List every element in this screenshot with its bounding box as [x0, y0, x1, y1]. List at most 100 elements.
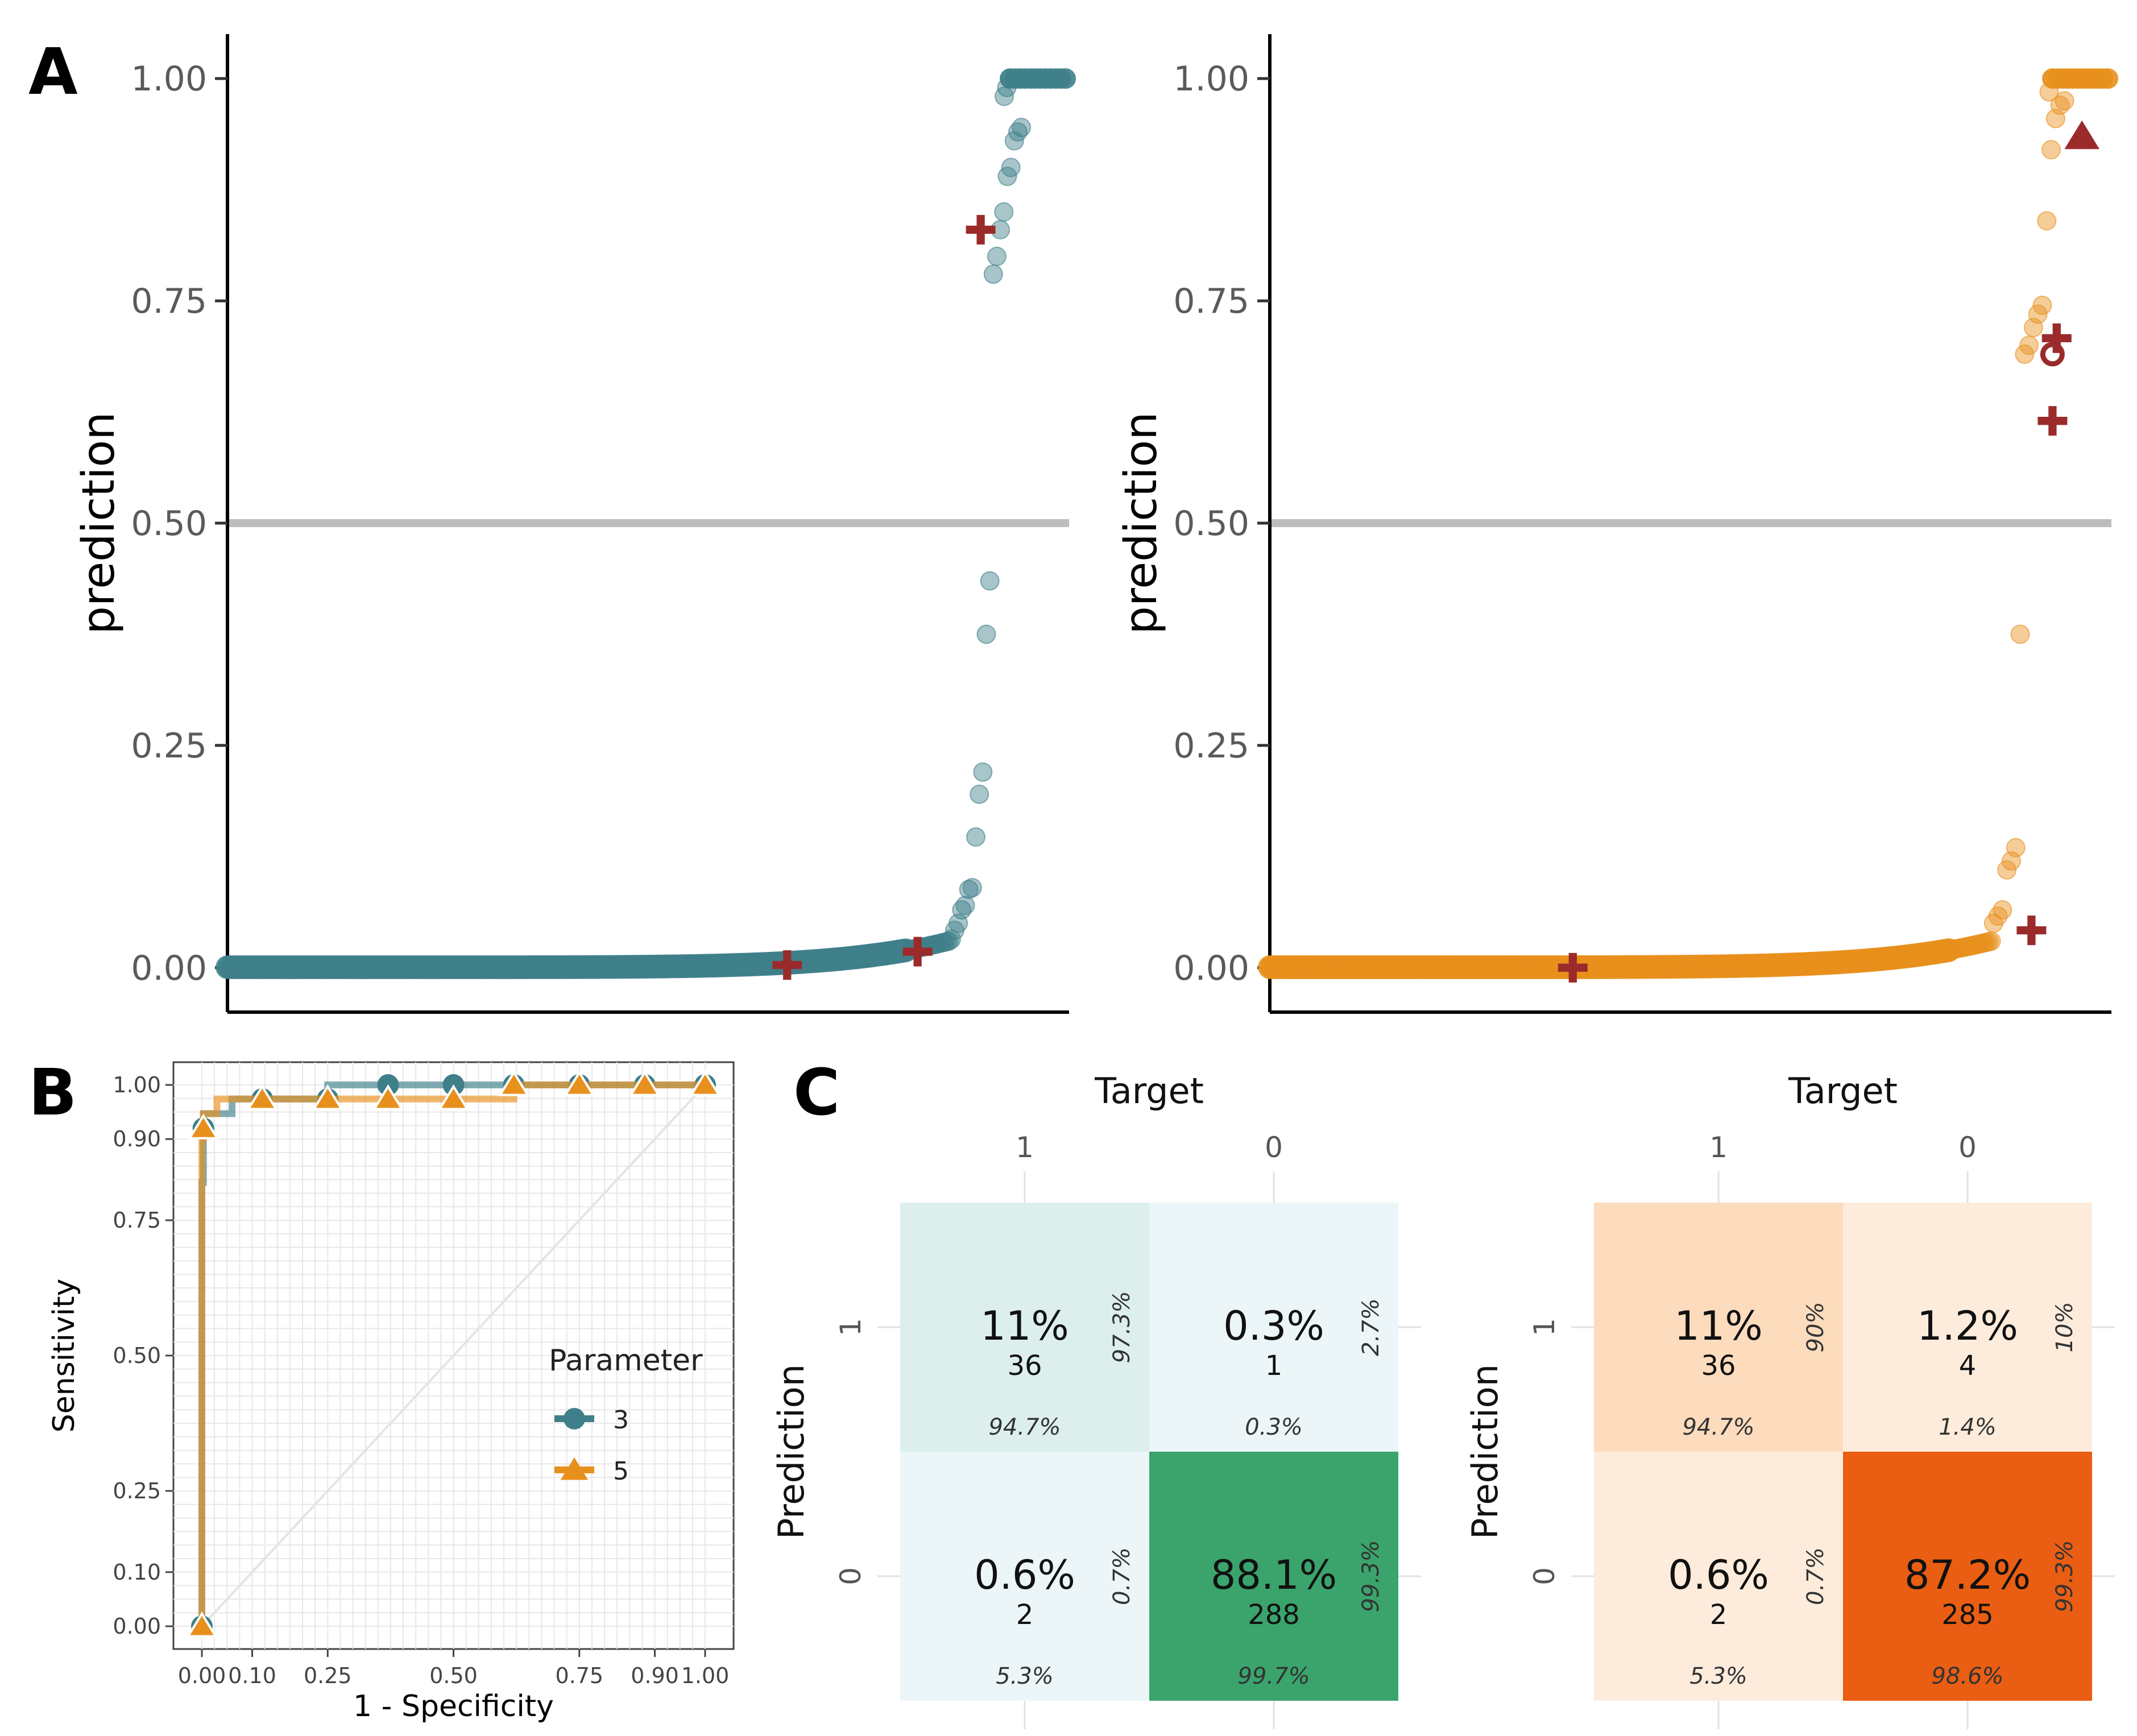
y-tick-label: 0.75 [113, 1208, 161, 1233]
y-tick-label: 0.00 [113, 1614, 161, 1639]
cm-cell [1843, 1452, 2092, 1701]
row-label: 1 [1528, 1318, 1561, 1336]
cm-cell [1843, 1203, 2092, 1452]
roc-point-5 [437, 1084, 470, 1111]
y-tick-label: 0.25 [113, 1478, 161, 1503]
prediction-point [1981, 931, 2001, 951]
roc-plot: 0.00 0.10 0.25 0.50 0.75 0.90 1.000.000.100.25… [47, 1061, 735, 1723]
roc-point-5 [186, 1611, 218, 1638]
cell-col-percent: 5.3% [996, 1663, 1054, 1689]
row-label: 1 [834, 1318, 867, 1336]
cm-cell [1594, 1452, 1843, 1701]
x-tick-label: 0.10 [228, 1663, 276, 1688]
col-title: Target [1788, 1070, 1898, 1112]
roc-diagonal [201, 1084, 706, 1627]
prediction-point [2015, 344, 2035, 364]
prediction-point [973, 762, 993, 782]
y-axis-title: prediction [73, 412, 125, 634]
cell-count: 2 [1710, 1599, 1728, 1631]
y-tick-label: 1.00 [1173, 59, 1249, 99]
prediction-point [2006, 838, 2026, 857]
cm-cell [1149, 1452, 1398, 1701]
marker-plus [1558, 952, 1588, 983]
prediction-point [966, 827, 985, 847]
y-tick-label: 0.00 [1173, 948, 1249, 988]
prediction-point [1001, 158, 1021, 177]
cell-row-percent: 99.3% [1358, 1540, 1384, 1612]
roc-point-5 [629, 1070, 661, 1096]
roc-point-5 [312, 1084, 344, 1111]
cell-row-percent: 97.3% [1109, 1291, 1135, 1363]
cell-row-percent: 99.3% [2052, 1540, 2078, 1612]
cell-percent: 0.3% [1223, 1303, 1324, 1349]
x-tick-label: 0.50 [429, 1663, 478, 1688]
cell-col-percent: 94.7% [988, 1414, 1061, 1440]
y-tick-label: 0.10 [113, 1560, 161, 1585]
y-tick-label: 0.00 [131, 948, 207, 988]
cell-percent: 11% [1674, 1303, 1763, 1349]
col-label: 0 [1958, 1131, 1977, 1164]
legend-label-5: 5 [613, 1457, 629, 1486]
cell-percent: 87.2% [1904, 1552, 2031, 1598]
y-tick-label: 0.50 [113, 1343, 161, 1368]
prediction-point [987, 246, 1007, 266]
legend-label-3: 3 [613, 1406, 629, 1435]
y-tick-label: 0.75 [131, 281, 207, 321]
x-tick-label: 0.75 [555, 1663, 603, 1688]
cm-cell [1594, 1203, 1843, 1452]
cell-percent: 1.2% [1917, 1303, 2018, 1349]
legend-key-marker [564, 1408, 585, 1430]
roc-point-5 [689, 1070, 721, 1096]
cell-count: 4 [1959, 1350, 1977, 1382]
cell-row-percent: 10% [2052, 1302, 2078, 1353]
cell-row-percent: 90% [1803, 1302, 1829, 1353]
prediction-plot-A-right: 0.00 0.25 0.50 0.75 1.00 prediction [1116, 34, 2119, 1014]
cm-cell [900, 1452, 1149, 1701]
confusion-matrix-C-right: Target 1 0 Prediction 1 0 11%36 94.7% 90% 1.2%4 1.… [1464, 1070, 2115, 1729]
x-tick-label: 1.00 [681, 1663, 730, 1688]
cell-row-percent: 0.7% [1803, 1547, 1829, 1605]
marker-plus [966, 215, 996, 245]
cm-cell [1149, 1203, 1398, 1452]
prediction-point [2028, 304, 2048, 324]
marker-plus [772, 950, 802, 980]
col-label: 0 [1265, 1131, 1283, 1164]
y-tick-label: 1.00 [131, 59, 207, 99]
prediction-point [983, 264, 1003, 284]
prediction-point [1993, 900, 2012, 920]
y-tick-label: 0.25 [131, 726, 207, 766]
roc-point-5 [498, 1070, 530, 1096]
y-tick-label: 0.25 [1173, 726, 1249, 766]
row-title: Prediction [1464, 1364, 1506, 1539]
cell-count: 36 [1007, 1350, 1042, 1382]
prediction-point [1055, 68, 1076, 89]
panel-label-c: C [793, 1056, 840, 1130]
row-label: 0 [834, 1567, 867, 1585]
roc-point-5 [372, 1084, 404, 1111]
plots-layer: 0.000.250.500.751.00prediction0.000.250.… [47, 34, 2119, 1729]
cell-col-percent: 94.7% [1682, 1414, 1754, 1440]
cell-count: 285 [1941, 1599, 1994, 1631]
y-axis-title: prediction [1116, 412, 1167, 634]
y-tick-label: 0.75 [1173, 281, 1249, 321]
cell-row-percent: 0.7% [1109, 1547, 1135, 1605]
prediction-point [959, 880, 979, 900]
marker-circle [2040, 342, 2065, 367]
marker-plus [902, 937, 933, 967]
cell-count: 288 [1248, 1599, 1300, 1631]
panel-label-a: A [28, 35, 78, 109]
cell-col-percent: 0.3% [1245, 1414, 1303, 1440]
cell-count: 2 [1016, 1599, 1034, 1631]
prediction-plot-A-left: 0.00 0.25 0.50 0.75 1.00 prediction [73, 34, 1076, 1014]
col-label: 1 [1709, 1131, 1728, 1164]
x-tick-label: 0.90 [631, 1663, 679, 1688]
y-tick-label: 1.00 [113, 1072, 161, 1097]
x-tick-label: 0.25 [304, 1663, 352, 1688]
cell-col-percent: 1.4% [1939, 1414, 1997, 1440]
prediction-point [2055, 91, 2074, 111]
roc-point-5 [563, 1070, 595, 1096]
legend-key-marker [560, 1457, 589, 1480]
y-tick-label: 0.50 [131, 504, 207, 544]
